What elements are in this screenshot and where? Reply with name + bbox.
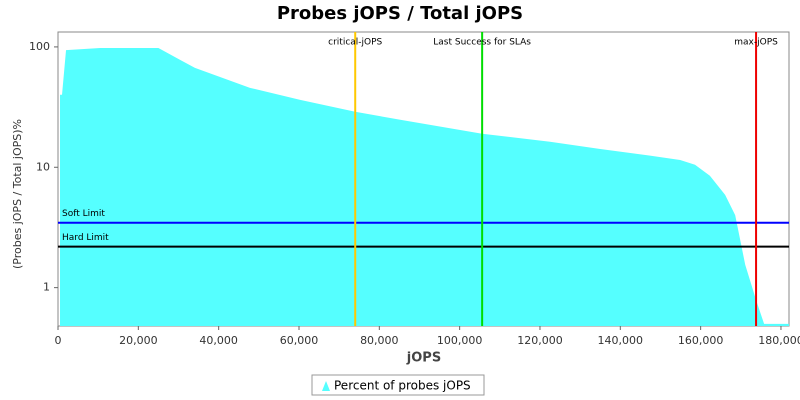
x-tick-label: 120,000 xyxy=(517,334,563,347)
chart-title: Probes jOPS / Total jOPS xyxy=(277,3,523,24)
x-tick-label: 100,000 xyxy=(437,334,483,347)
x-tick-label: 180,000 xyxy=(758,334,800,347)
horizontal-line-label: Hard Limit xyxy=(62,233,109,243)
legend-box xyxy=(311,374,485,396)
x-axis-title: jOPS xyxy=(406,351,441,366)
vertical-line-label: max-jOPS xyxy=(734,38,778,48)
y-tick-label: 1 xyxy=(43,281,50,294)
legend-label: Percent of probes jOPS xyxy=(334,379,471,393)
vertical-line-label: Last Success for SLAs xyxy=(433,38,531,48)
horizontal-line-label: Soft Limit xyxy=(62,209,105,219)
area xyxy=(60,47,790,326)
x-tick-label: 20,000 xyxy=(119,334,158,347)
legend-marker xyxy=(322,381,330,391)
y-tick-label: 100 xyxy=(29,40,50,53)
y-tick-label: 10 xyxy=(36,160,50,173)
x-tick-label: 160,000 xyxy=(678,334,724,347)
x-tick-label: 140,000 xyxy=(598,334,644,347)
x-tick-label: 60,000 xyxy=(280,334,319,347)
y-axis-title: (Probes jOPS / Total jOPS)% xyxy=(11,119,24,269)
x-tick-label: 40,000 xyxy=(199,334,238,347)
x-tick-label: 80,000 xyxy=(360,334,399,347)
x-tick-label: 0 xyxy=(55,334,62,347)
vertical-line-label: critical-jOPS xyxy=(328,38,382,48)
